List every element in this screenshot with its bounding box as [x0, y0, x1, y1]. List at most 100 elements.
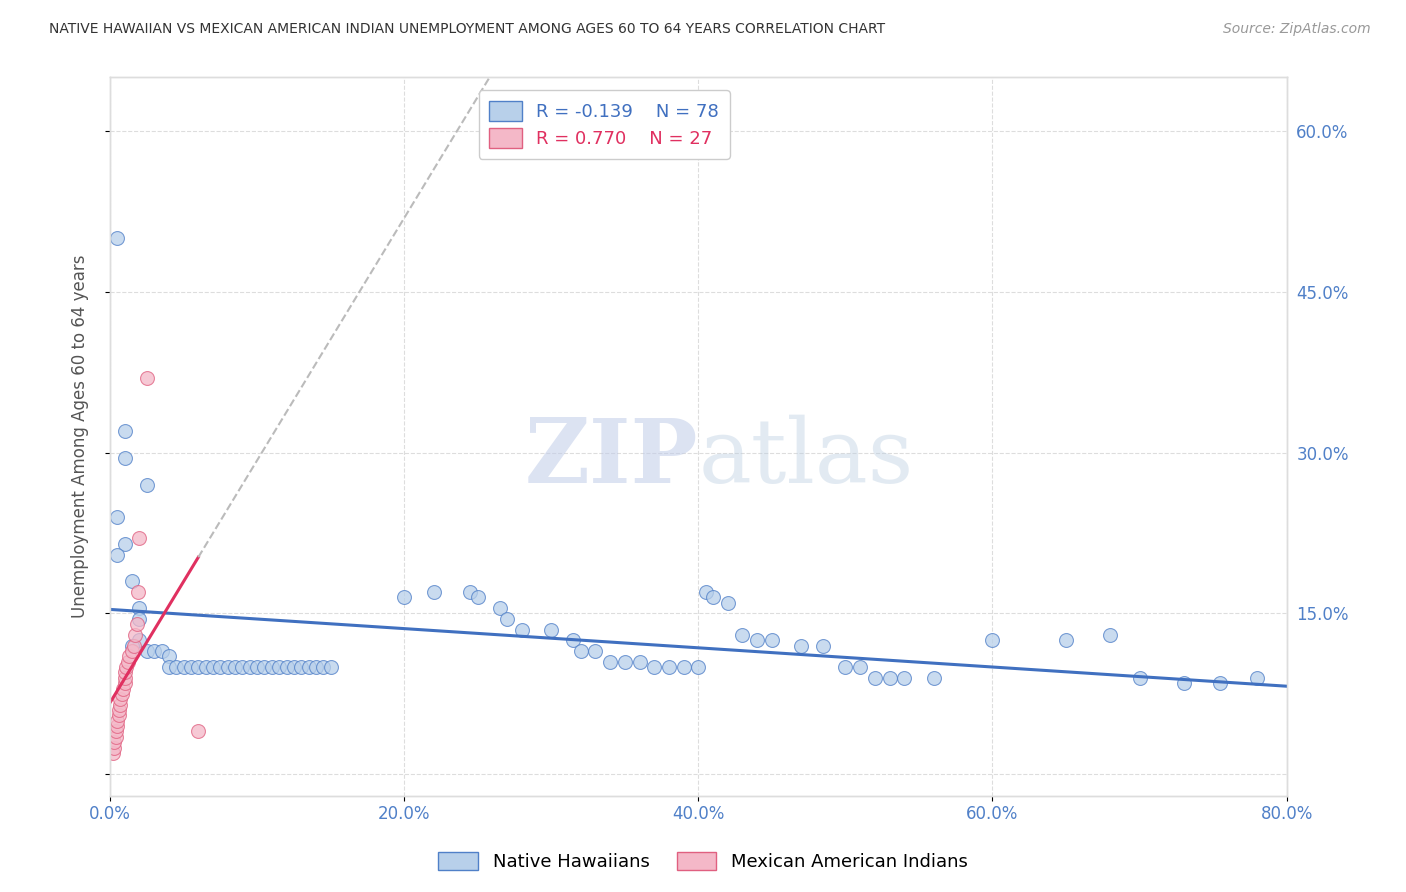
- Point: [157, 660, 180, 674]
- Point: [246, 660, 269, 674]
- Point: [297, 660, 319, 674]
- Point: [269, 660, 291, 674]
- Point: [107, 231, 129, 245]
- Point: [180, 660, 202, 674]
- Point: [121, 574, 143, 589]
- Legend: R = -0.139    N = 78, R = 0.770    N = 27: R = -0.139 N = 78, R = 0.770 N = 27: [478, 90, 730, 159]
- Point: [110, 698, 132, 712]
- Point: [569, 644, 592, 658]
- Point: [209, 660, 232, 674]
- Point: [187, 660, 209, 674]
- Point: [496, 612, 519, 626]
- Point: [157, 649, 180, 664]
- Point: [540, 623, 562, 637]
- Point: [115, 660, 138, 674]
- Point: [118, 649, 141, 664]
- Point: [165, 660, 187, 674]
- Point: [319, 660, 342, 674]
- Point: [128, 532, 150, 546]
- Point: [717, 596, 740, 610]
- Point: [1173, 676, 1195, 690]
- Point: [599, 655, 621, 669]
- Point: [107, 548, 129, 562]
- Point: [117, 655, 139, 669]
- Y-axis label: Unemployment Among Ages 60 to 64 years: Unemployment Among Ages 60 to 64 years: [72, 255, 89, 618]
- Point: [121, 639, 143, 653]
- Point: [290, 660, 312, 674]
- Point: [613, 655, 636, 669]
- Point: [893, 671, 915, 685]
- Point: [510, 623, 533, 637]
- Point: [121, 644, 143, 658]
- Point: [104, 724, 127, 739]
- Point: [114, 676, 136, 690]
- Point: [879, 671, 901, 685]
- Point: [658, 660, 681, 674]
- Point: [260, 660, 283, 674]
- Point: [217, 660, 239, 674]
- Point: [114, 450, 136, 465]
- Point: [731, 628, 754, 642]
- Point: [108, 703, 131, 717]
- Point: [103, 740, 125, 755]
- Point: [1209, 676, 1232, 690]
- Point: [111, 687, 134, 701]
- Point: [922, 671, 945, 685]
- Point: [239, 660, 262, 674]
- Point: [110, 692, 132, 706]
- Point: [107, 714, 129, 728]
- Point: [392, 591, 415, 605]
- Point: [747, 633, 769, 648]
- Point: [1099, 628, 1122, 642]
- Point: [107, 719, 129, 733]
- Point: [101, 746, 124, 760]
- Point: [114, 424, 136, 438]
- Point: [283, 660, 305, 674]
- Point: [104, 730, 127, 744]
- Point: [276, 660, 298, 674]
- Point: [1128, 671, 1150, 685]
- Legend: Native Hawaiians, Mexican American Indians: Native Hawaiians, Mexican American India…: [432, 845, 974, 879]
- Point: [128, 633, 150, 648]
- Point: [114, 671, 136, 685]
- Text: ZIP: ZIP: [524, 415, 699, 501]
- Point: [135, 478, 157, 492]
- Point: [125, 617, 148, 632]
- Point: [460, 585, 482, 599]
- Text: Source: ZipAtlas.com: Source: ZipAtlas.com: [1223, 22, 1371, 37]
- Point: [128, 612, 150, 626]
- Text: atlas: atlas: [699, 415, 914, 502]
- Point: [312, 660, 335, 674]
- Point: [108, 708, 131, 723]
- Point: [114, 665, 136, 680]
- Point: [790, 639, 813, 653]
- Point: [981, 633, 1004, 648]
- Point: [467, 591, 489, 605]
- Point: [761, 633, 783, 648]
- Point: [112, 681, 135, 696]
- Point: [863, 671, 886, 685]
- Point: [124, 628, 146, 642]
- Point: [122, 639, 145, 653]
- Point: [695, 585, 717, 599]
- Point: [187, 724, 209, 739]
- Point: [107, 510, 129, 524]
- Point: [1246, 671, 1268, 685]
- Point: [173, 660, 195, 674]
- Point: [834, 660, 856, 674]
- Point: [688, 660, 710, 674]
- Point: [143, 644, 166, 658]
- Point: [114, 537, 136, 551]
- Point: [224, 660, 246, 674]
- Point: [150, 644, 173, 658]
- Point: [253, 660, 276, 674]
- Point: [103, 735, 125, 749]
- Point: [1054, 633, 1077, 648]
- Point: [672, 660, 695, 674]
- Point: [488, 601, 510, 615]
- Point: [127, 585, 149, 599]
- Point: [422, 585, 444, 599]
- Point: [194, 660, 217, 674]
- Point: [135, 370, 157, 384]
- Point: [849, 660, 872, 674]
